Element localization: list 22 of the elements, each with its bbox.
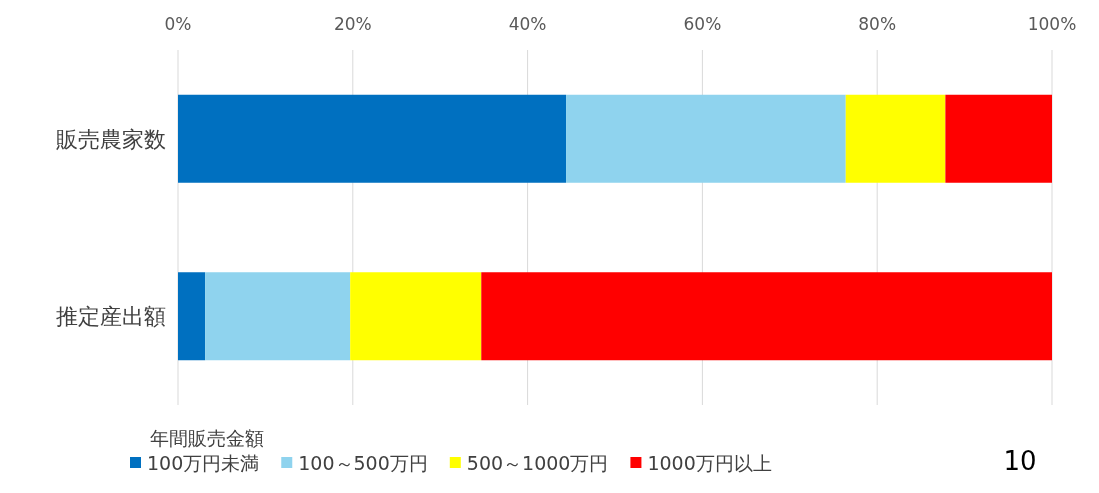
text: 10 <box>1003 446 1037 476</box>
x-tick-label: 80% <box>858 14 897 34</box>
x-tick-label: 40% <box>508 14 547 34</box>
x-tick-label: 0% <box>164 14 192 34</box>
legend-label: 100万円未満 <box>147 452 260 474</box>
bar <box>566 94 846 183</box>
bar <box>350 272 482 361</box>
legend-label: 500～1000万円 <box>466 452 609 474</box>
legend-title: 年間販売金額 <box>150 427 264 449</box>
x-tick-label: 100% <box>1027 14 1077 34</box>
x-tick-label: 60% <box>683 14 722 34</box>
bar <box>945 94 1052 183</box>
legend-label: 1000万円以上 <box>647 452 772 474</box>
bar <box>481 272 1052 361</box>
bar <box>178 272 206 361</box>
bar <box>178 94 567 183</box>
bar <box>205 272 351 361</box>
y-tick-label: 推定産出額 <box>56 304 166 330</box>
y-tick-label: 販売農家数 <box>56 126 166 152</box>
legend-label: 100～500万円 <box>298 452 428 474</box>
bar <box>845 94 946 183</box>
x-tick-label: 20% <box>333 14 372 34</box>
